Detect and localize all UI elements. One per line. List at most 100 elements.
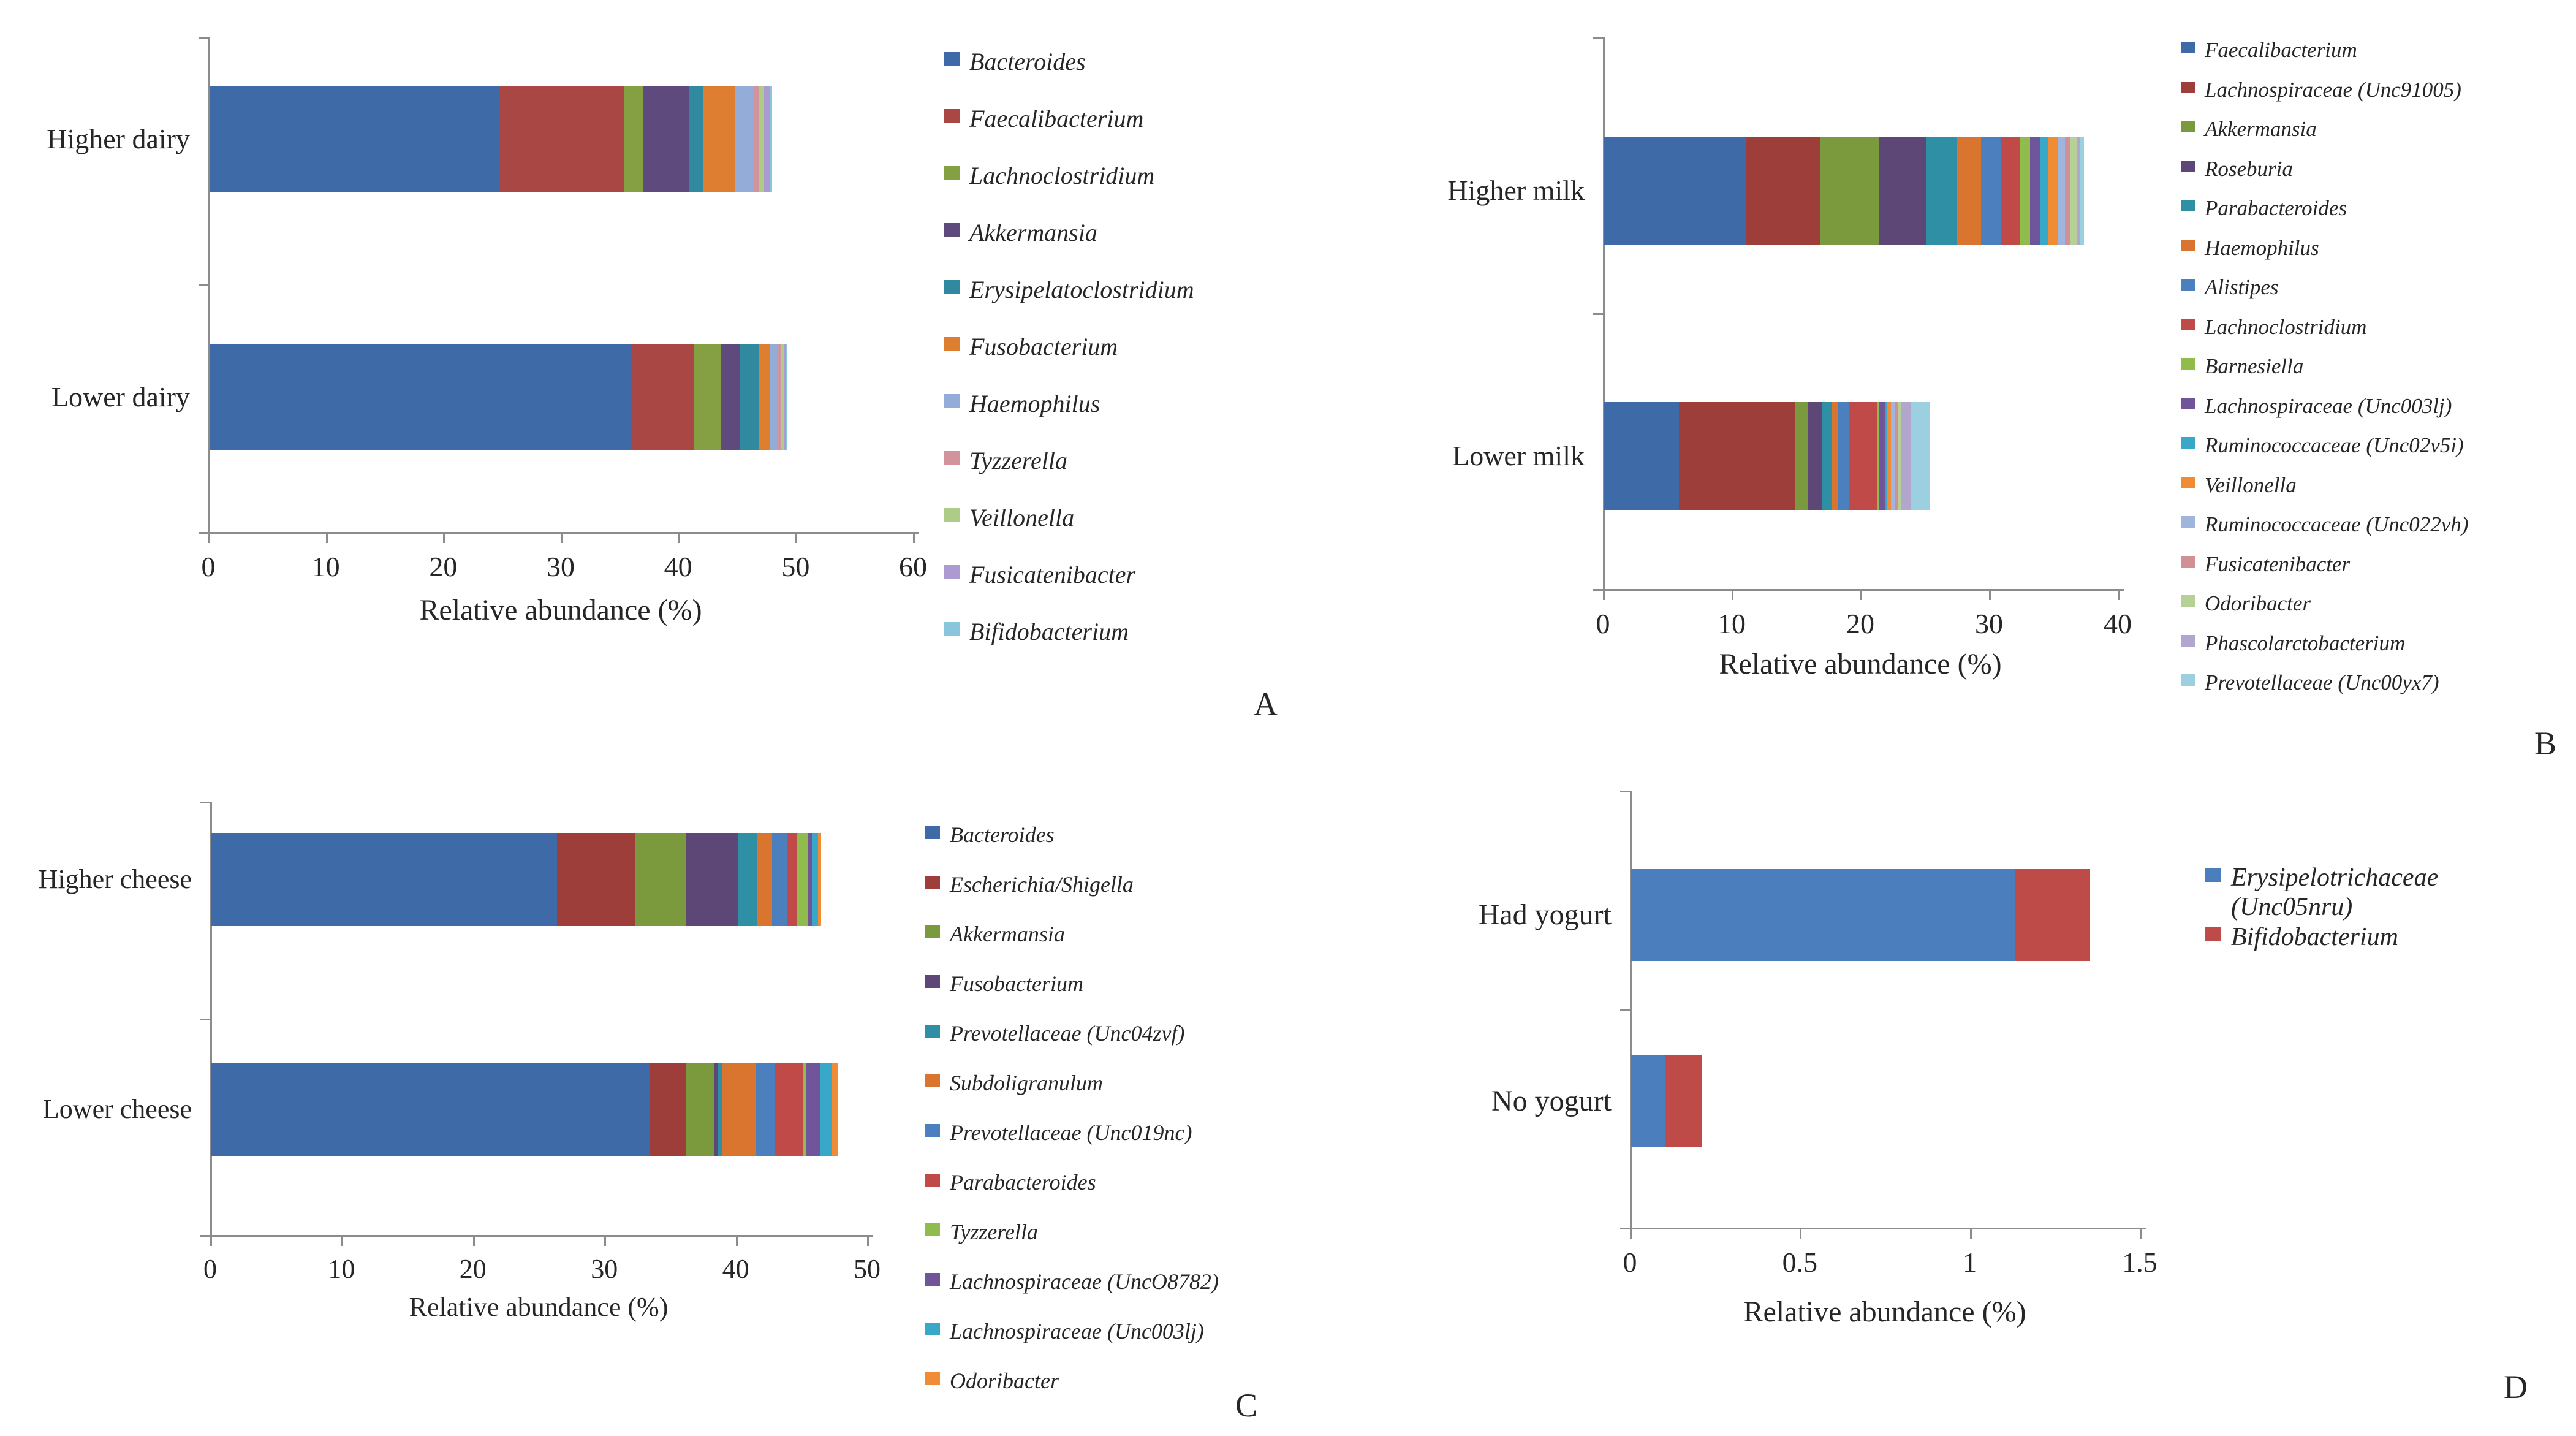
legend-item: Odoribacter xyxy=(2181,591,2574,631)
legend-swatch xyxy=(925,826,940,839)
y-axis-tick xyxy=(1593,313,1603,315)
x-tick-label: 60 xyxy=(899,551,927,582)
x-tick-label: 20 xyxy=(429,551,458,582)
legend-label: Haemophilus xyxy=(2205,235,2319,260)
legend-label: Phascolarctobacterium xyxy=(2205,631,2406,655)
bar-segment xyxy=(740,344,759,450)
bar-segment xyxy=(770,344,777,450)
legend-item: Erysipelatoclostridium xyxy=(944,276,1287,333)
legend-item: Veillonella xyxy=(2181,473,2574,513)
legend-label: Escherichia/Shigella xyxy=(950,872,1134,897)
bar-segment xyxy=(1879,402,1885,510)
legend-label: Prevotellaceae (Unc019nc) xyxy=(950,1120,1192,1145)
y-axis-line xyxy=(208,37,210,532)
x-axis-tick xyxy=(1603,589,1605,600)
legend-label: Ruminococcaceae (Unc022vh) xyxy=(2205,512,2469,536)
category-label: Higher milk xyxy=(1447,175,1585,206)
legend-label: Tyzzerella xyxy=(969,447,1067,474)
bar-segment xyxy=(754,86,759,192)
legend-item: Haemophilus xyxy=(944,390,1287,447)
bar-segment xyxy=(1678,402,1795,510)
bar-segment xyxy=(210,344,632,450)
x-axis-title: Relative abundance (%) xyxy=(1719,648,2002,680)
x-tick-label: 40 xyxy=(664,551,692,582)
legend-swatch xyxy=(925,975,940,988)
stacked-bar-higher-dairy xyxy=(210,86,773,192)
legend-label: Parabacteroides xyxy=(2205,196,2347,220)
bar-segment xyxy=(759,86,764,192)
bar-segment xyxy=(1910,402,1930,510)
x-tick-label: 30 xyxy=(1975,608,2003,639)
legend-item: Bacteroides xyxy=(925,822,1281,872)
legend-item: Lachnospiraceae (Unc003lj) xyxy=(925,1319,1281,1369)
legend: Bacteroides Faecalibacterium Lachnoclostri… xyxy=(944,48,1287,675)
legend-item: Ruminococcaceae (Unc022vh) xyxy=(2181,512,2574,552)
legend-item: Faecalibacterium xyxy=(944,105,1287,162)
category-label: Higher dairy xyxy=(47,123,190,154)
bar-segment xyxy=(643,86,689,192)
bar-segment xyxy=(1838,402,1849,510)
bar-segment xyxy=(693,344,721,450)
y-axis-tick xyxy=(199,37,208,39)
bar-segment xyxy=(2064,137,2070,245)
legend-swatch xyxy=(944,280,960,294)
bar-segment xyxy=(770,86,773,192)
stacked-bar-lower-milk xyxy=(1604,402,1930,510)
legend-item: Parabacteroides xyxy=(925,1170,1281,1220)
bar-segment xyxy=(1848,402,1877,510)
legend-swatch xyxy=(944,166,960,180)
bar-segment xyxy=(819,1063,832,1156)
bar-segment xyxy=(685,1063,715,1156)
panel-letter-d: D xyxy=(2504,1369,2528,1405)
x-axis-tick xyxy=(1630,1228,1632,1239)
legend-label: Lachnospiraceae (Unc91005) xyxy=(2205,77,2461,102)
bar-segment xyxy=(738,833,757,926)
legend-label: Akkermansia xyxy=(969,219,1097,246)
bar-segment xyxy=(1925,137,1957,245)
legend-item: Tyzzerella xyxy=(944,447,1287,504)
legend-item: Parabacteroides xyxy=(2181,196,2574,236)
legend-swatch xyxy=(944,223,960,237)
legend-swatch xyxy=(925,1124,940,1137)
x-tick-label: 40 xyxy=(722,1254,749,1284)
x-axis-tick xyxy=(1969,1228,1972,1239)
category-label: Lower cheese xyxy=(42,1094,192,1124)
legend-item: Fusobacterium xyxy=(944,333,1287,390)
legend-swatch xyxy=(2181,358,2195,370)
legend-label: Akkermansia xyxy=(2205,117,2317,141)
legend-swatch xyxy=(2205,927,2221,941)
bar-segment xyxy=(759,344,770,450)
legend-swatch xyxy=(2181,81,2195,93)
bar-segment xyxy=(631,344,694,450)
y-axis-line xyxy=(210,802,212,1235)
y-axis-tick xyxy=(200,802,210,803)
legend-item: Fusobacterium xyxy=(925,971,1281,1021)
y-axis-tick xyxy=(199,284,208,286)
bar-segment xyxy=(688,86,703,192)
bar-segment xyxy=(1665,1055,1703,1147)
x-axis-tick xyxy=(210,1235,212,1246)
legend-swatch xyxy=(944,451,960,465)
bar-segment xyxy=(806,1063,820,1156)
x-axis-tick xyxy=(795,532,798,543)
bar-segment xyxy=(210,86,499,192)
x-axis-tick xyxy=(604,1235,607,1246)
legend-swatch xyxy=(944,508,960,522)
legend-label: Lachnospiraceae (Unc003lj) xyxy=(950,1319,1204,1343)
legend-item: Roseburia xyxy=(2181,157,2574,197)
bar-segment xyxy=(781,344,784,450)
legend-item: Veillonella xyxy=(944,504,1287,561)
legend-swatch xyxy=(925,1074,940,1087)
legend-label: Fusobacterium xyxy=(950,971,1083,996)
category-label: Lower dairy xyxy=(51,381,190,412)
legend-swatch xyxy=(2181,595,2195,607)
legend-swatch xyxy=(925,1372,940,1385)
legend-item: Prevotellaceae (Unc019nc) xyxy=(925,1120,1281,1170)
legend-swatch xyxy=(2181,397,2195,409)
x-tick-label: 20 xyxy=(1846,608,1874,639)
bar-segment xyxy=(722,1063,756,1156)
bar-segment xyxy=(1631,869,2015,961)
legend-swatch xyxy=(2181,437,2195,449)
legend-label: Lachnoclostridium xyxy=(2205,314,2367,339)
